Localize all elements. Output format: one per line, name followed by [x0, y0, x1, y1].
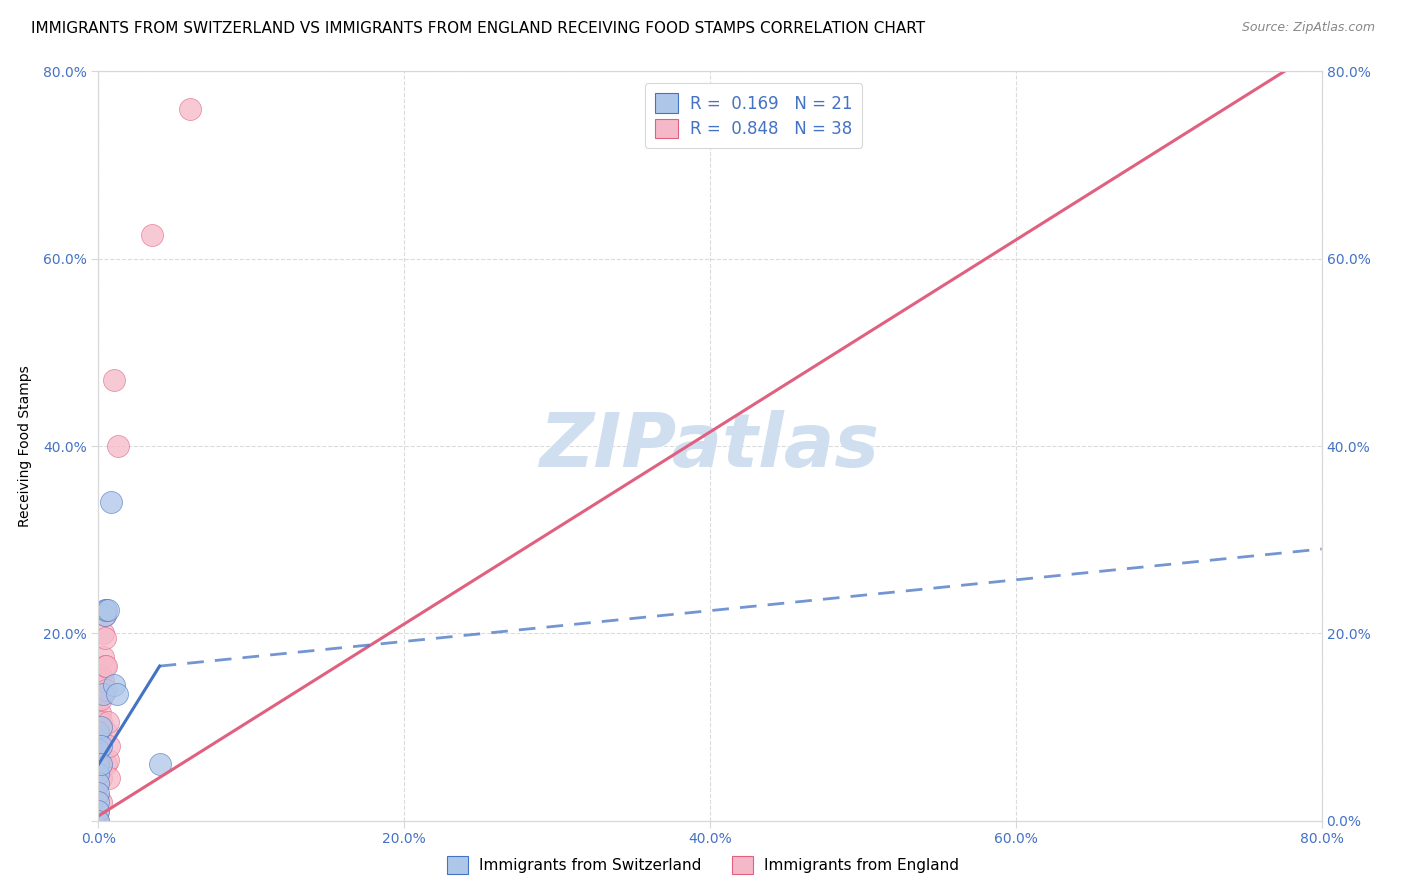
Point [107, 439, 129, 453]
Point [105, 687, 128, 701]
Point [91, 687, 114, 701]
Point [87, 776, 110, 790]
Point [100, 495, 122, 509]
Point [87, 786, 110, 800]
Point [87, 743, 110, 757]
Point [97, 603, 120, 617]
Point [87, 710, 110, 724]
Point [89, 730, 111, 744]
Point [90, 720, 112, 734]
Point [90, 757, 112, 772]
Point [90, 715, 112, 730]
Point [149, 757, 172, 772]
Point [91, 626, 114, 640]
Point [90, 734, 112, 748]
Point [94, 603, 117, 617]
Legend: R =  0.169   N = 21, R =  0.848   N = 38: R = 0.169 N = 21, R = 0.848 N = 38 [645, 84, 862, 148]
Point [87, 795, 110, 809]
Point [93, 607, 115, 622]
Point [87, 790, 110, 805]
Point [94, 724, 117, 739]
Point [90, 692, 112, 706]
Point [98, 739, 121, 753]
Point [141, 228, 163, 243]
Point [90, 739, 112, 753]
Point [93, 603, 115, 617]
Point [87, 767, 110, 781]
Point [87, 805, 110, 819]
Text: ZIPatlas: ZIPatlas [540, 409, 880, 483]
Point [90, 757, 112, 772]
Point [87, 743, 110, 757]
Y-axis label: Receiving Food Stamps: Receiving Food Stamps [18, 365, 31, 527]
Point [94, 682, 117, 697]
Point [97, 715, 120, 730]
Point [98, 772, 121, 786]
Point [87, 753, 110, 767]
Point [87, 692, 110, 706]
Point [87, 814, 110, 828]
Legend: Immigrants from Switzerland, Immigrants from England: Immigrants from Switzerland, Immigrants … [441, 850, 965, 880]
Point [103, 678, 125, 692]
Point [93, 659, 115, 673]
Point [87, 757, 110, 772]
Point [89, 706, 111, 720]
Point [91, 673, 114, 688]
Point [90, 668, 112, 682]
Point [87, 776, 110, 790]
Point [91, 649, 114, 664]
Point [90, 772, 112, 786]
Point [89, 678, 111, 692]
Point [90, 795, 112, 809]
Text: IMMIGRANTS FROM SWITZERLAND VS IMMIGRANTS FROM ENGLAND RECEIVING FOOD STAMPS COR: IMMIGRANTS FROM SWITZERLAND VS IMMIGRANT… [31, 21, 925, 36]
Point [87, 724, 110, 739]
Point [93, 607, 115, 622]
Point [94, 659, 117, 673]
Point [87, 767, 110, 781]
Point [87, 814, 110, 828]
Point [179, 102, 201, 116]
Point [97, 753, 120, 767]
Text: Source: ZipAtlas.com: Source: ZipAtlas.com [1241, 21, 1375, 34]
Point [103, 374, 125, 388]
Point [94, 757, 117, 772]
Point [87, 724, 110, 739]
Point [93, 631, 115, 645]
Point [87, 805, 110, 819]
